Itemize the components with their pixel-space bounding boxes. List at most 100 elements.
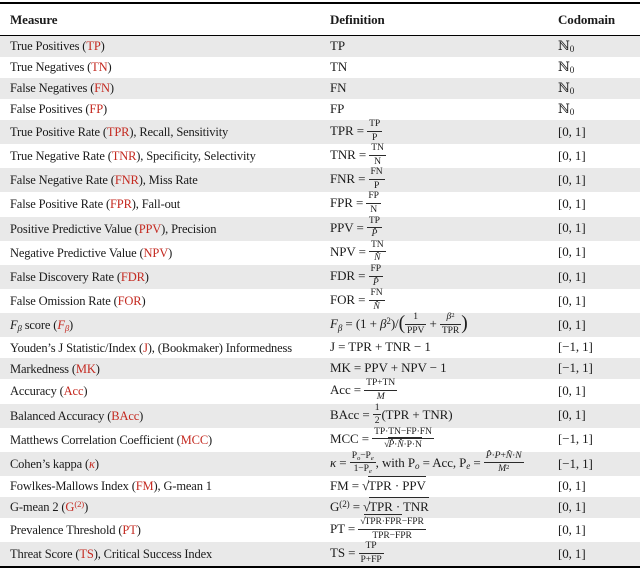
definition-cell: FOR = FN N̂ xyxy=(330,287,385,312)
table-body: True Positives (TP) TP ℕ0 True Negatives (T… xyxy=(0,35,640,568)
definition-cell: J = TPR + TNR − 1 xyxy=(330,339,431,355)
table-row: Fβ score (Fβ) Fβ = (1 + β2)/(1 PPV + β2 TPR… xyxy=(0,311,640,338)
table-row: Fowlkes-Mallows Index (FM), G-mean 1 FM =… xyxy=(0,476,640,497)
codomain-cell: [0, 1] xyxy=(558,196,586,212)
definition-cell: PPV = TP P̂ xyxy=(330,214,382,240)
measure-cell: Accuracy (Acc) xyxy=(10,384,88,399)
measure-cell: Matthews Correlation Coefficient (MCC) xyxy=(10,432,213,447)
table-row: Prevalence Threshold (PT) PT = √TPR·FPR−F… xyxy=(0,514,640,542)
codomain-cell: [0, 1] xyxy=(558,383,586,399)
definition-cell: FNR = FN P xyxy=(330,166,385,191)
codomain-cell: [0, 1] xyxy=(558,478,586,494)
table-row: Balanced Accuracy (BAcc) BAcc = 1 2 (TPR + … xyxy=(0,401,640,428)
col-header-definition: Definition xyxy=(330,3,558,36)
measure-cell: True Negative Rate (TNR), Specificity, S… xyxy=(10,149,256,164)
codomain-cell: [0, 1] xyxy=(558,268,586,284)
measure-cell: True Positives (TP) xyxy=(10,39,105,54)
definition-cell: NPV = TN N̂ xyxy=(330,238,386,264)
codomain-cell: ℕ0 xyxy=(558,59,575,76)
table-row: Positive Predictive Value (PPV), Precisi… xyxy=(0,214,640,241)
table-row: Matthews Correlation Coefficient (MCC) MC… xyxy=(0,425,640,452)
definition-cell: TNR = TN N xyxy=(330,142,386,167)
measure-cell: False Discovery Rate (FDR) xyxy=(10,269,149,284)
codomain-cell: [0, 1] xyxy=(558,521,586,537)
codomain-cell: [0, 1] xyxy=(558,499,586,515)
table-header: Measure Definition Codomain xyxy=(0,3,640,36)
definition-cell: FP xyxy=(330,101,345,117)
table-row: True Negative Rate (TNR), Specificity, S… xyxy=(0,142,640,168)
measure-cell: False Omission Rate (FOR) xyxy=(10,294,146,309)
table-row: Threat Score (TS), Critical Success Inde… xyxy=(0,540,640,568)
definition-cell: TP xyxy=(330,38,345,54)
measure-cell: Balanced Accuracy (BAcc) xyxy=(10,408,144,423)
measure-cell: Fowlkes-Mallows Index (FM), G-mean 1 xyxy=(10,479,212,494)
measure-cell: Fβ score (Fβ) xyxy=(10,318,74,334)
codomain-cell: [−1, 1] xyxy=(558,455,593,471)
definition-cell: FN xyxy=(330,80,347,96)
measure-cell: Cohen’s kappa (κ) xyxy=(10,456,99,471)
measure-cell: G-mean 2 (G(2)) xyxy=(10,499,89,515)
codomain-cell: ℕ0 xyxy=(558,80,575,97)
header-row: Measure Definition Codomain xyxy=(0,3,640,36)
measure-cell: Negative Predictive Value (NPV) xyxy=(10,245,173,260)
table-row: False Omission Rate (FOR) FOR = FN N̂ [0, 1… xyxy=(0,287,640,313)
codomain-cell: [−1, 1] xyxy=(558,339,593,355)
measure-cell: False Positives (FP) xyxy=(10,102,108,117)
table-row: True Positives (TP) TP ℕ0 xyxy=(0,35,640,57)
definition-cell: Acc = TP+TN M xyxy=(330,377,398,402)
table-row: False Discovery Rate (FDR) FDR = FP P̂ [0, … xyxy=(0,262,640,290)
table-row: Accuracy (Acc) Acc = TP+TN M [0, 1] xyxy=(0,377,640,403)
table-row: Negative Predictive Value (NPV) NPV = TN N… xyxy=(0,238,640,265)
codomain-cell: [0, 1] xyxy=(558,545,586,561)
codomain-cell: [0, 1] xyxy=(558,147,586,163)
measure-cell: Youden’s J Statistic/Index (J), (Bookmak… xyxy=(10,340,292,355)
col-header-codomain: Codomain xyxy=(558,3,640,36)
measure-cell: Threat Score (TS), Critical Success Inde… xyxy=(10,547,213,562)
measure-cell: False Negative Rate (FNR), Miss Rate xyxy=(10,173,198,188)
codomain-cell: [−1, 1] xyxy=(558,431,593,447)
codomain-cell: [0, 1] xyxy=(558,407,586,423)
table-row: Markedness (MK) MK = PPV + NPV − 1 [−1, 1] xyxy=(0,358,640,380)
definition-cell: Fβ = (1 + β2)/(1 PPV + β2 TPR) xyxy=(330,311,468,336)
definition-cell: FPR = FP N xyxy=(330,190,381,216)
definition-cell: κ = Po−Pe 1−Pe, with Po = Acc, Pe = P̂·P+… xyxy=(330,449,524,476)
measure-cell: Positive Predictive Value (PPV), Precisi… xyxy=(10,221,217,236)
table-row: G-mean 2 (G(2)) G(2) = √TPR · TNR [0, 1] xyxy=(0,497,640,519)
measure-cell: Markedness (MK) xyxy=(10,361,100,376)
definition-cell: BAcc = 1 2 (TPR + TNR) xyxy=(330,401,453,427)
definition-cell: TN xyxy=(330,59,348,75)
table-row: False Positive Rate (FPR), Fall-out FPR =… xyxy=(0,190,640,216)
col-header-measure: Measure xyxy=(0,3,330,36)
definition-cell: G(2) = √TPR · TNR xyxy=(330,497,429,515)
measure-cell: True Positive Rate (TPR), Recall, Sensit… xyxy=(10,124,229,139)
measure-cell: False Positive Rate (FPR), Fall-out xyxy=(10,197,181,212)
codomain-cell: [0, 1] xyxy=(558,171,586,187)
table-row: False Positives (FP) FP ℕ0 xyxy=(0,99,640,120)
definition-cell: FDR = FP P̂ xyxy=(330,262,384,288)
codomain-cell: ℕ0 xyxy=(558,38,575,55)
definition-cell: MK = PPV + NPV − 1 xyxy=(330,360,447,376)
definition-cell: FM = √TPR · PPV xyxy=(330,476,426,494)
table-row: Youden’s J Statistic/Index (J), (Bookmak… xyxy=(0,337,640,358)
measure-cell: Prevalence Threshold (PT) xyxy=(10,522,141,537)
codomain-cell: [0, 1] xyxy=(558,244,586,260)
codomain-cell: ℕ0 xyxy=(558,101,575,118)
codomain-cell: [0, 1] xyxy=(558,292,586,308)
codomain-cell: [0, 1] xyxy=(558,123,586,139)
definition-cell: MCC = TP·TN−FP·FN √P̂·N̂·P·N xyxy=(330,425,434,451)
measure-cell: True Negatives (TN) xyxy=(10,60,112,75)
table-row: False Negative Rate (FNR), Miss Rate FNR … xyxy=(0,166,640,193)
table-row: False Negatives (FN) FN ℕ0 xyxy=(0,78,640,99)
codomain-cell: [0, 1] xyxy=(558,220,586,236)
table-row: Cohen’s kappa (κ) κ = Po−Pe 1−Pe, with Po … xyxy=(0,449,640,477)
codomain-cell: [0, 1] xyxy=(558,316,586,332)
definition-cell: TPR = TP P xyxy=(330,118,383,143)
definition-cell: PT = √TPR·FPR−FPR TPR−FPR xyxy=(330,514,426,541)
table-row: True Positive Rate (TPR), Recall, Sensit… xyxy=(0,118,640,145)
definition-cell: TS = TP P+FP xyxy=(330,540,384,565)
table-row: True Negatives (TN) TN ℕ0 xyxy=(0,57,640,78)
codomain-cell: [−1, 1] xyxy=(558,360,593,376)
measure-cell: False Negatives (FN) xyxy=(10,81,114,96)
